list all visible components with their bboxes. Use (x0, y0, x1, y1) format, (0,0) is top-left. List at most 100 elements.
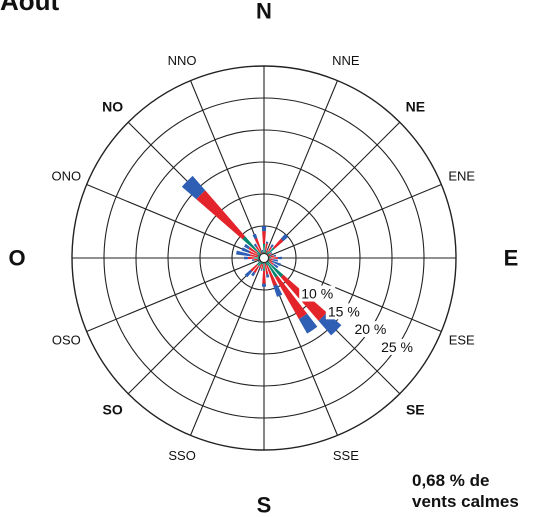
ring-label-25: 25 % (379, 338, 416, 355)
petal-sector-7-series-2 (273, 254, 277, 257)
petal-sector-5-series-1 (268, 252, 272, 256)
petal-sector-10-series-1 (268, 259, 273, 263)
petal-sector-3-series-1 (267, 246, 272, 252)
chart-title: Août (0, 0, 60, 16)
petal-sector-23-series-1 (253, 258, 258, 261)
petal-sector-1-series-1 (265, 243, 268, 250)
petal-sector-30-series-1 (254, 237, 262, 251)
petal-sector-0-series-1 (262, 231, 266, 244)
spoke-ese (263, 257, 442, 332)
spoke-oso (86, 257, 265, 332)
center-hub (259, 253, 269, 263)
petal-sector-20-series-1 (250, 264, 258, 272)
direction-label-oso: OSO (52, 332, 81, 347)
petal-sector-18-series-2 (258, 267, 261, 269)
ring-label-text: 20 % (354, 321, 386, 337)
direction-label-ne: NE (406, 99, 425, 115)
petal-sector-15-series-1 (264, 260, 269, 275)
petal-sector-0-series-2 (261, 226, 267, 232)
spoke-nno (190, 80, 265, 259)
direction-label-ene: ENE (448, 169, 475, 184)
petals-layer (181, 175, 342, 336)
direction-label-sso: SSO (168, 448, 195, 463)
ring-label-box (379, 338, 416, 355)
petal-sector-26-series-2 (241, 247, 250, 253)
direction-label-nno: NNO (168, 53, 197, 68)
petal-sector-16-series-1 (262, 270, 266, 284)
direction-label-e: E (504, 246, 519, 271)
calm-winds-note: 0,68 % de vents calmes (412, 470, 519, 512)
petal-sector-27-series-1 (248, 247, 258, 254)
petal-sector-9-series-2 (272, 259, 278, 262)
ring-label-box (325, 303, 362, 320)
ring-label-box (299, 285, 336, 302)
petal-sector-16-series-2 (261, 283, 267, 287)
petal-sector-11-series-2 (273, 263, 279, 269)
petal-sector-27-series-2 (243, 243, 250, 250)
petal-sector-14-series-2 (273, 284, 283, 297)
petal-sector-7-series-1 (270, 255, 275, 258)
petal-sector-24-series-2 (244, 256, 249, 260)
direction-label-o: O (8, 246, 25, 271)
petal-sector-24-series-1 (248, 256, 255, 260)
ring-labels-layer: 10 %15 % 20 % 25 % (299, 285, 416, 355)
petal-sector-20-series-2 (244, 269, 253, 278)
petal-sector-17-series-1 (260, 264, 264, 270)
petal-sector-30-series-2 (252, 233, 258, 240)
petal-sector-15-series-2 (266, 274, 270, 278)
petal-sector-26-series-1 (248, 250, 259, 256)
ring-label-10: 10 % (299, 285, 336, 302)
petal-sector-12-series-0 (264, 258, 284, 278)
petal-sector-28-series-1 (196, 190, 246, 240)
petal-sector-23-series-2 (251, 259, 255, 262)
petal-sector-4-series-1 (273, 238, 284, 249)
petal-sector-5-series-2 (270, 252, 273, 254)
spoke-sso (190, 257, 265, 436)
ring-label-text: 25 % (381, 339, 413, 355)
petal-sector-18-series-1 (259, 263, 262, 268)
direction-label-so: SO (103, 401, 123, 417)
petal-sector-16-series-0 (263, 258, 265, 271)
petal-sector-13-series-0 (264, 258, 278, 278)
spoke-ene (263, 184, 442, 259)
direction-label-sse: SSE (333, 448, 359, 463)
petal-sector-11-series-1 (269, 261, 275, 266)
petal-sector-13-series-2 (298, 313, 318, 334)
petal-sector-29-series-1 (255, 246, 262, 254)
ring-label-box (352, 321, 389, 338)
petal-sector-9-series-1 (268, 258, 273, 261)
calm-winds-line1: 0,68 % de (412, 471, 490, 490)
direction-label-ese: ESE (449, 332, 475, 347)
petal-sector-31-series-2 (261, 249, 264, 252)
petal-sector-19-series-2 (251, 271, 256, 277)
petal-sector-2-series-2 (266, 248, 269, 250)
petal-sector-1-series-2 (265, 241, 269, 244)
petal-sector-10-series-2 (272, 260, 281, 267)
petal-sector-25-series-1 (250, 254, 258, 258)
petal-sector-19-series-1 (253, 265, 260, 274)
petal-sector-0-series-0 (263, 243, 265, 258)
ring-label-text: 10 % (301, 286, 333, 302)
ring-label-text: 15 % (328, 303, 360, 319)
direction-label-n: N (256, 0, 272, 24)
ring-label-15: 15 % (325, 303, 362, 320)
spoke-ono (86, 184, 265, 259)
petal-sector-13-series-1 (275, 275, 308, 320)
petal-sector-29-series-2 (253, 243, 258, 248)
direction-label-se: SE (406, 401, 425, 417)
direction-label-s: S (257, 493, 272, 517)
calm-winds-line2: vents calmes (412, 492, 519, 511)
petal-sector-28-series-0 (242, 236, 264, 258)
petal-sector-14-series-1 (266, 264, 278, 286)
direction-label-no: NO (102, 99, 123, 115)
petal-sector-8-series-1 (271, 257, 279, 259)
petal-sector-25-series-2 (236, 250, 251, 257)
direction-label-ono: ONO (51, 169, 81, 184)
labels-layer: N NNE NE ENE E ESE SE SSE S SSO SO OSO O ONO NO NNO (8, 0, 518, 517)
petal-sector-4-series-2 (280, 233, 289, 242)
petal-sector-21-series-2 (257, 260, 260, 263)
petal-sector-12-series-2 (318, 312, 342, 336)
spoke-so (127, 257, 265, 395)
petal-sector-17-series-2 (260, 269, 263, 271)
